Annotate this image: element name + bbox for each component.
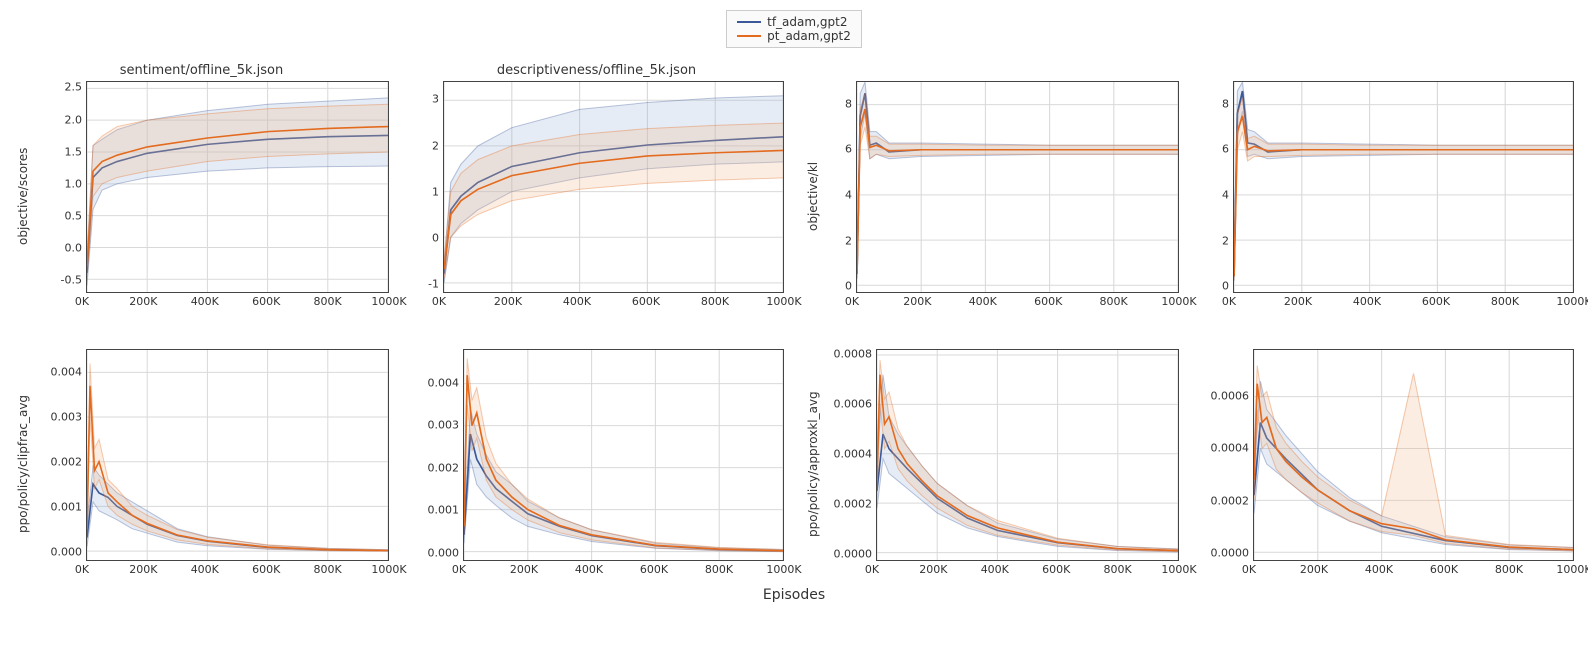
x-ticks: 0K200K400K600K800K1000K [409,295,784,311]
panel-title: descriptiveness/offline_5k.json [409,63,784,81]
legend-swatch [737,21,761,23]
xlabel: Episodes [10,587,1578,603]
panel-title [1199,331,1574,349]
plot [463,349,784,561]
panel-title [804,63,1179,81]
panel-p6: ppo/policy/approxkl_avg0.00000.00020.000… [804,331,1179,579]
legend-label: pt_adam,gpt2 [767,29,851,43]
panel-title [804,331,1179,349]
panel-title [1199,63,1574,81]
y-ticks: -10123 [409,81,443,293]
x-ticks: 0K200K400K600K800K1000K [1199,295,1574,311]
panel-p7: 0.00000.00020.00040.0006 0K200K400K600K80… [1199,331,1574,579]
x-ticks: 0K200K400K600K800K1000K [1199,563,1574,579]
x-ticks: 0K200K400K600K800K1000K [32,563,389,579]
x-ticks: 0K200K400K600K800K1000K [822,295,1179,311]
y-ticks: 02468 [822,81,856,293]
plot [86,81,389,293]
plot [1253,349,1574,561]
y-ticks: 0.0000.0010.0020.0030.004 [32,349,86,561]
panel-p1: descriptiveness/offline_5k.json-10123 0K2… [409,63,784,311]
panel-p2: objective/kl02468 0K200K400K600K800K1000K [804,63,1179,311]
x-ticks: 0K200K400K600K800K1000K [409,563,784,579]
plot [443,81,784,293]
y-ticks: 02468 [1199,81,1233,293]
y-ticks: -0.50.00.51.01.52.02.5 [32,81,86,293]
y-ticks: 0.00000.00020.00040.0006 [1199,349,1253,561]
plot [876,349,1179,561]
figure-grid: sentiment/offline_5k.jsonobjective/score… [14,63,1574,579]
panel-title [409,331,784,349]
legend-item-1: pt_adam,gpt2 [737,29,851,43]
y-axis-label: ppo/policy/approxkl_avg [804,349,822,579]
panel-p0: sentiment/offline_5k.jsonobjective/score… [14,63,389,311]
legend: tf_adam,gpt2pt_adam,gpt2 [726,10,862,48]
x-ticks: 0K200K400K600K800K1000K [822,563,1179,579]
panel-title: sentiment/offline_5k.json [14,63,389,81]
panel-p5: 0.0000.0010.0020.0030.004 0K200K400K600K8… [409,331,784,579]
plot [1233,81,1574,293]
plot [856,81,1179,293]
legend-swatch [737,35,761,37]
y-axis-label: ppo/policy/clipfrac_avg [14,349,32,579]
y-ticks: 0.0000.0010.0020.0030.004 [409,349,463,561]
panel-p4: ppo/policy/clipfrac_avg0.0000.0010.0020.… [14,331,389,579]
x-ticks: 0K200K400K600K800K1000K [32,295,389,311]
legend-label: tf_adam,gpt2 [767,15,847,29]
y-ticks: 0.00000.00020.00040.00060.0008 [822,349,876,561]
panel-p3: 02468 0K200K400K600K800K1000K [1199,63,1574,311]
y-axis-label: objective/kl [804,81,822,311]
panel-title [14,331,389,349]
y-axis-label: objective/scores [14,81,32,311]
plot [86,349,389,561]
legend-item-0: tf_adam,gpt2 [737,15,847,29]
